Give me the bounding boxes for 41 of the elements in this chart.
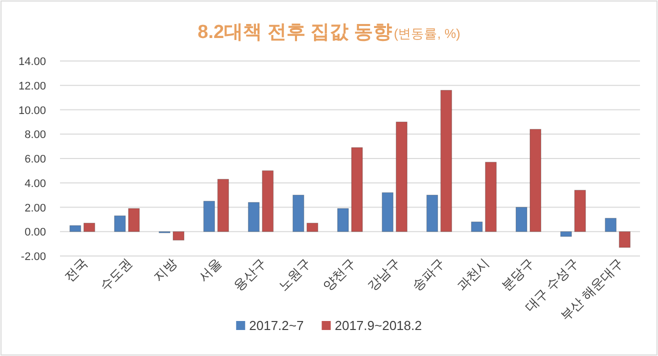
- y-tick-label: 2.00: [24, 202, 46, 214]
- bar: [516, 206, 528, 232]
- x-tick-label: 지방: [150, 256, 180, 285]
- x-tick-label: 전국: [61, 256, 90, 285]
- bar: [203, 200, 215, 232]
- bar: [618, 231, 630, 248]
- bar: [574, 190, 586, 232]
- bar: [440, 90, 452, 232]
- bar: [292, 194, 304, 232]
- y-tick-label: 14.00: [18, 56, 46, 68]
- bar: [351, 147, 363, 232]
- chart-subtitle: (변동률, %): [394, 26, 460, 41]
- bar: [530, 128, 542, 232]
- y-tick-label: 4.00: [24, 178, 46, 190]
- y-tick-label: 6.00: [24, 154, 46, 166]
- legend-label: 2017.2~7: [249, 318, 304, 333]
- bar: [382, 192, 394, 232]
- bar: [604, 218, 616, 232]
- bar: [306, 222, 318, 232]
- bar: [128, 208, 140, 232]
- bar: [114, 215, 126, 232]
- y-tick-label: 10.00: [18, 104, 46, 117]
- bar: [84, 222, 96, 232]
- bar: [337, 208, 349, 232]
- bar: [172, 231, 184, 240]
- y-tick-label: 0.00: [24, 226, 46, 239]
- chart-title: 8.2대책 전후 집값 동향: [198, 22, 392, 43]
- bar: [426, 194, 438, 232]
- bar: [70, 225, 82, 232]
- y-tick-label: -2.00: [20, 251, 46, 263]
- bar: [396, 122, 408, 232]
- legend-label: 2017.9~2018.2: [334, 318, 422, 333]
- bar: [217, 178, 229, 232]
- bar: [560, 231, 572, 237]
- bar: [248, 202, 260, 232]
- y-tick-label: 12.00: [18, 80, 46, 92]
- bar: [262, 170, 274, 232]
- bar: [485, 162, 497, 232]
- x-tick-label: 서울: [195, 256, 224, 285]
- bar: [471, 222, 483, 232]
- y-tick-label: 8.00: [24, 129, 46, 142]
